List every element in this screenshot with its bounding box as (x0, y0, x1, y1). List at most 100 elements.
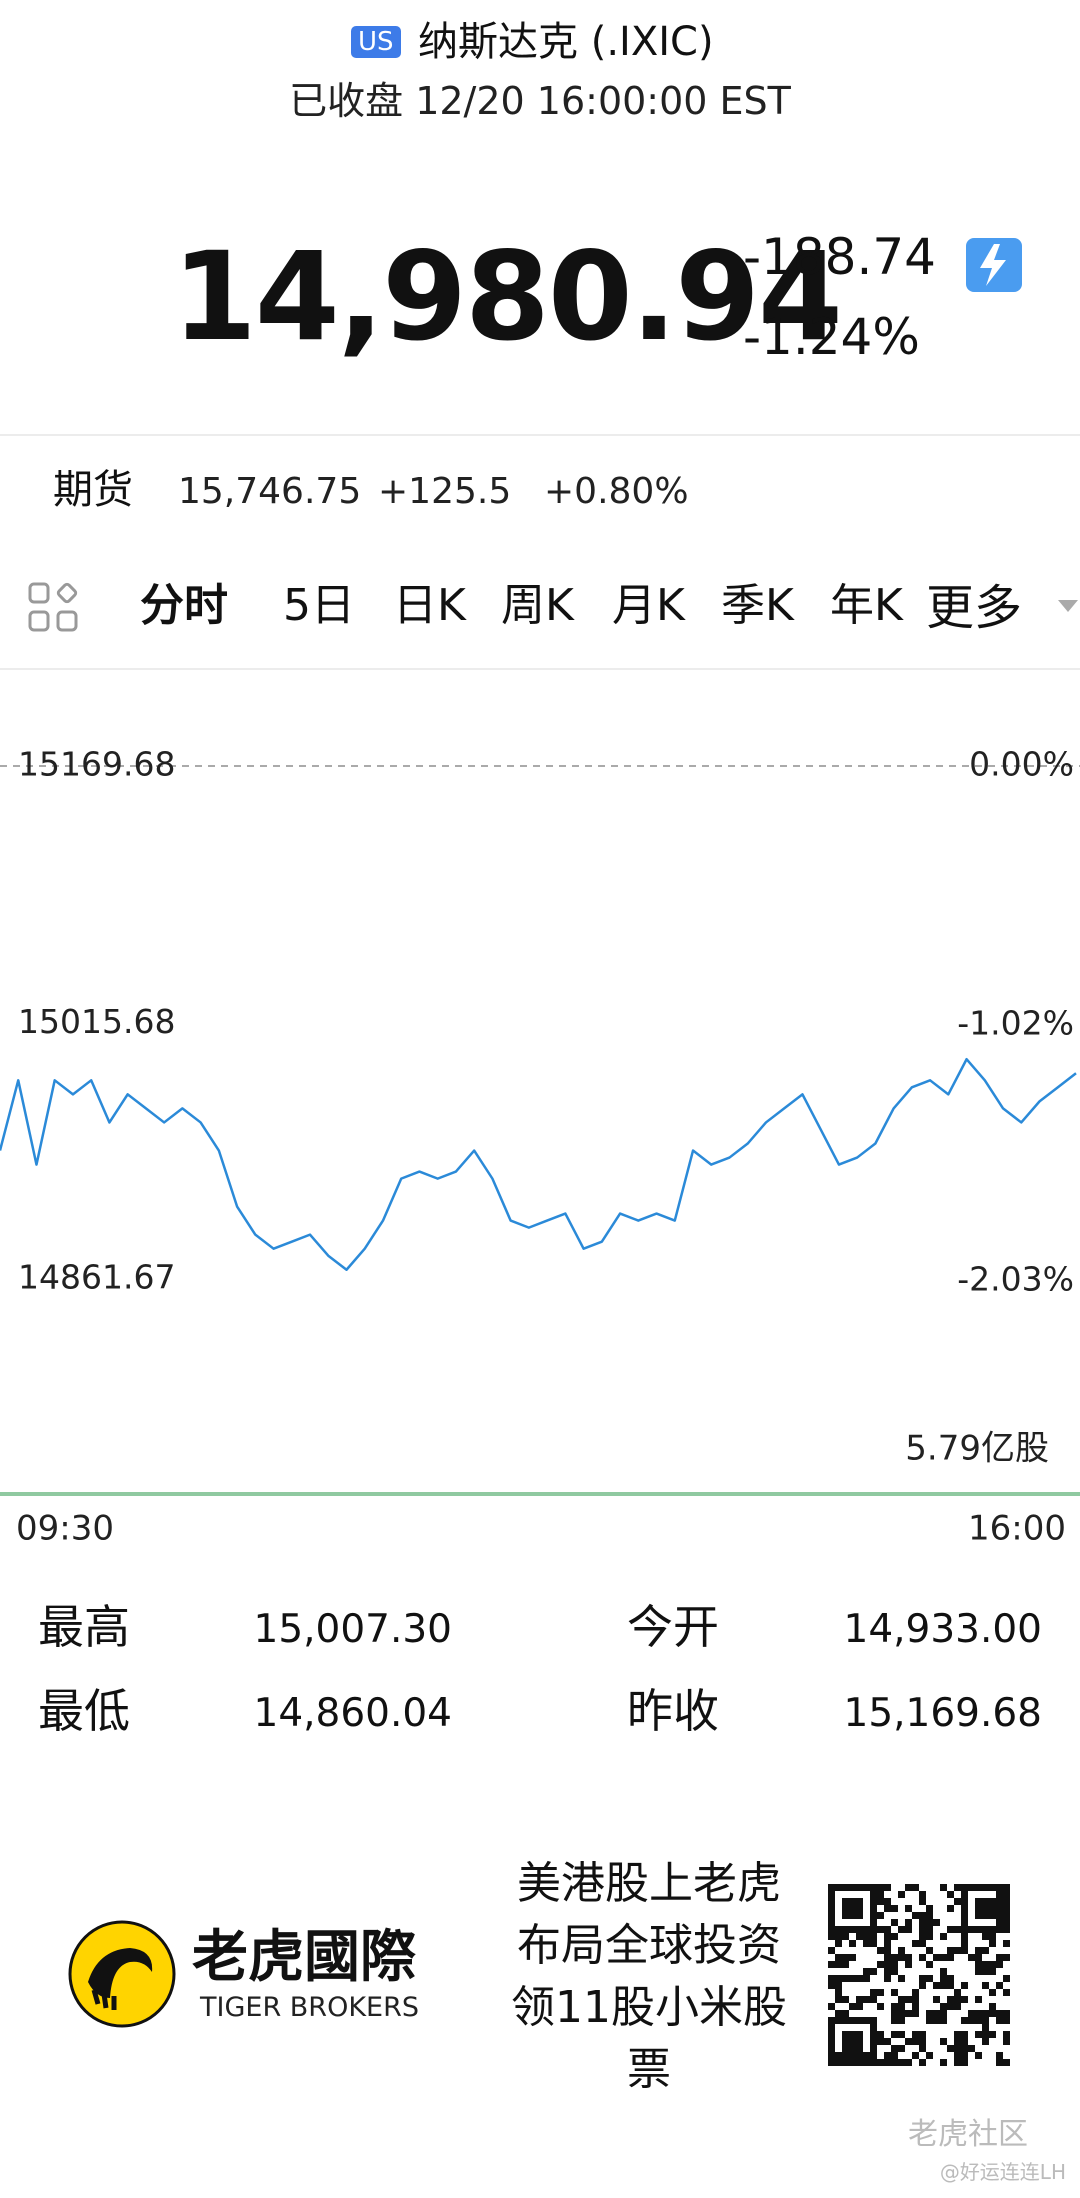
qr-module (898, 1996, 905, 2003)
qr-module (975, 1947, 982, 1954)
qr-module (919, 1912, 926, 1919)
y-tick-label: 15169.68 (18, 745, 175, 784)
promo-line: 美港股上老虎 (517, 1858, 781, 1909)
qr-module (975, 2017, 982, 2024)
qr-module (989, 1961, 996, 1968)
tab[interactable]: 月K (612, 580, 685, 631)
qr-module (884, 1905, 891, 1912)
qr-module (856, 1912, 863, 1919)
qr-module (870, 2031, 877, 2038)
qr-module (828, 1891, 835, 1898)
brand-english: TIGER BROKERS (200, 1992, 419, 2023)
qr-module (940, 1975, 947, 1982)
qr-module (996, 1926, 1003, 1933)
qr-module (982, 1961, 989, 1968)
futures-change: +125.5 (378, 471, 512, 512)
qr-module (947, 1905, 954, 1912)
qr-module (961, 1884, 968, 1891)
tab[interactable]: 分时 (140, 580, 228, 631)
qr-module (877, 2059, 884, 2066)
qr-module (1003, 1891, 1010, 1898)
lightning-icon[interactable] (966, 238, 1022, 292)
qr-module (863, 1996, 870, 2003)
tab[interactable]: 更多 (926, 580, 1023, 636)
qr-module (835, 2045, 842, 2052)
qr-module (835, 1989, 842, 1996)
qr-module (884, 1975, 891, 1982)
qr-code[interactable] (828, 1884, 1010, 2066)
qr-module (863, 2038, 870, 2045)
qr-module (835, 1940, 842, 1947)
qr-module (891, 1954, 898, 1961)
qr-module (870, 2024, 877, 2031)
tab[interactable]: 日K (393, 580, 466, 631)
tab[interactable]: 季K (721, 580, 794, 631)
qr-module (870, 2059, 877, 2066)
watermark: 老虎社区 (908, 2117, 1028, 2152)
qr-module (863, 2045, 870, 2052)
dropdown-arrow[interactable] (1058, 600, 1078, 614)
qr-module (835, 1898, 842, 1905)
qr-module (870, 1912, 877, 1919)
qr-module (828, 2059, 835, 2066)
qr-module (870, 1968, 877, 1975)
qr-module (989, 1933, 996, 1940)
qr-module (884, 1884, 891, 1891)
qr-module (842, 2010, 849, 2017)
qr-module (856, 2003, 863, 2010)
qr-module (835, 1926, 842, 1933)
layout-icon[interactable] (28, 582, 80, 634)
price-change: -188.74 (743, 228, 936, 286)
tab[interactable]: 5日 (283, 580, 355, 631)
qr-module (877, 1926, 884, 1933)
qr-module (933, 2017, 940, 2024)
tab[interactable]: 年K (830, 580, 903, 631)
qr-module (849, 2059, 856, 2066)
qr-module (891, 2059, 898, 2066)
futures-label: 期货 (53, 467, 133, 513)
y2-tick-label: 0.00% (969, 745, 1074, 784)
qr-module (996, 1919, 1003, 1926)
qr-module (912, 2031, 919, 2038)
qr-module (996, 1884, 1003, 1891)
qr-module (835, 1975, 842, 1982)
qr-module (877, 1912, 884, 1919)
qr-module (905, 1919, 912, 1926)
qr-module (905, 1884, 912, 1891)
y2-tick-label: -1.02% (957, 1003, 1074, 1042)
qr-module (863, 1898, 870, 1905)
qr-module (884, 1961, 891, 1968)
qr-module (975, 1954, 982, 1961)
qr-module (919, 1926, 926, 1933)
qr-module (947, 2003, 954, 2010)
tab[interactable]: 周K (501, 580, 574, 631)
qr-module (870, 1926, 877, 1933)
qr-module (891, 2052, 898, 2059)
qr-module (954, 1884, 961, 1891)
qr-module (975, 1926, 982, 1933)
qr-module (954, 2052, 961, 2059)
qr-module (982, 2017, 989, 2024)
qr-module (968, 1905, 975, 1912)
qr-module (849, 1940, 856, 1947)
qr-module (926, 1926, 933, 1933)
qr-module (968, 1884, 975, 1891)
qr-module (975, 2010, 982, 2017)
qr-module (961, 1933, 968, 1940)
qr-module (849, 1926, 856, 1933)
qr-module (975, 1919, 982, 1926)
qr-module (912, 2003, 919, 2010)
qr-module (940, 1982, 947, 1989)
qr-module (961, 2038, 968, 2045)
price-change-pct: -1.24% (743, 308, 920, 366)
qr-module (828, 1975, 835, 1982)
qr-module (954, 1926, 961, 1933)
qr-module (933, 1919, 940, 1926)
qr-module (947, 1926, 954, 1933)
qr-module (849, 1884, 856, 1891)
qr-module (835, 1884, 842, 1891)
qr-module (863, 1933, 870, 1940)
qr-module (849, 2024, 856, 2031)
qr-module (828, 1933, 835, 1940)
qr-module (884, 1947, 891, 1954)
